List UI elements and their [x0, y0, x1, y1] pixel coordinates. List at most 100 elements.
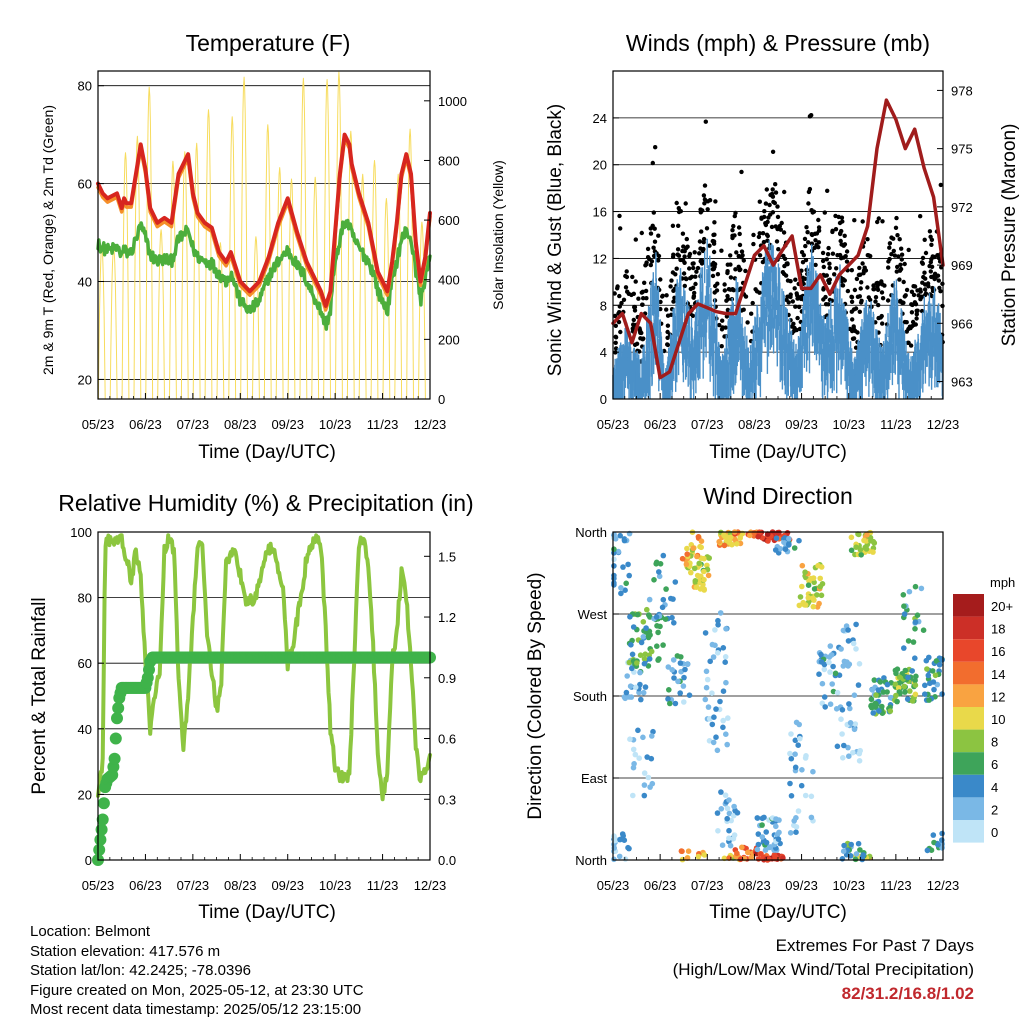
direction-point [902, 667, 909, 674]
y2-tick-label: 1000 [438, 94, 467, 109]
direction-point [669, 667, 675, 673]
gust-point [644, 296, 649, 301]
humidity-plot-area: 05/23 06/23 07/23 08/23 09/23 10/23 11/23 12/23… [70, 525, 456, 893]
gust-point [879, 313, 884, 319]
precip-point [93, 843, 106, 856]
gust-point [901, 279, 906, 285]
direction-point [724, 805, 731, 812]
winds-frame [612, 70, 944, 400]
direction-point [869, 687, 876, 693]
gust-point [630, 274, 635, 280]
y2-tick-label: 963 [951, 375, 973, 390]
gust-point [812, 231, 818, 236]
y-tick-label: 0 [85, 853, 92, 868]
direction-point [695, 853, 702, 860]
direction-point [731, 803, 737, 810]
direction-point [939, 691, 945, 697]
gust-point [770, 187, 775, 192]
y2-tick-label: 972 [951, 200, 973, 215]
direction-point [826, 659, 832, 666]
gust-point [876, 281, 881, 287]
direction-point [912, 655, 918, 661]
direction-point [876, 708, 882, 714]
gust-point [777, 223, 782, 229]
gust-point [670, 254, 676, 260]
direction-point [672, 700, 679, 707]
gust-point [701, 193, 707, 198]
direction-point [720, 717, 726, 724]
direction-point [701, 576, 707, 583]
gust-point [785, 261, 790, 266]
gust-point [820, 250, 826, 256]
direction-point [796, 602, 803, 609]
direction-point [857, 847, 863, 853]
gust-point [682, 260, 687, 265]
legend-swatch [953, 820, 984, 843]
direction-point [627, 736, 633, 742]
humidity-xlabel: Time (Day/UTC) [198, 902, 336, 923]
gust-point [757, 199, 762, 204]
direction-point [640, 689, 647, 696]
extremes-line1: Extremes For Past 7 Days [775, 936, 974, 955]
gust-point [868, 253, 873, 259]
legend-swatch [953, 661, 984, 685]
direction-point [626, 659, 633, 666]
direction-point [681, 699, 687, 705]
gust-point [785, 278, 791, 283]
direction-point [759, 815, 766, 822]
gust-point [906, 247, 911, 253]
direction-point [858, 552, 864, 558]
direction-point [698, 538, 705, 544]
gust-point [824, 273, 829, 278]
direction-point [702, 630, 709, 636]
direction-ylabel: Direction (Colored By Speed) [525, 572, 546, 819]
direction-point [810, 603, 817, 610]
direction-point [641, 660, 648, 667]
winds-xlabel: Time (Day/UTC) [709, 442, 847, 463]
gust-point [634, 341, 640, 346]
gust-point [710, 273, 716, 279]
gust-point [670, 223, 676, 228]
direction-point [700, 581, 706, 588]
gust-point [806, 189, 812, 195]
direction-point [684, 661, 691, 668]
speed-legend: mph 20+ 18 16 14 12 10 8 6 4 2 0 [953, 575, 1015, 843]
direction-point [796, 537, 802, 544]
direction-point [641, 782, 648, 788]
direction-point [723, 626, 729, 632]
direction-point [926, 697, 932, 703]
direction-point [895, 685, 902, 691]
gust-point [914, 308, 919, 313]
direction-point [706, 716, 713, 722]
direction-point [777, 546, 784, 552]
gust-point [906, 340, 911, 345]
y-tick-label: 12 [593, 251, 607, 266]
direction-point [621, 537, 628, 544]
y-tick-label: 20 [78, 787, 92, 802]
gust-point [834, 266, 839, 271]
direction-point [920, 627, 927, 633]
y2-tick-label: 600 [438, 213, 460, 228]
dewpoint-line [96, 218, 432, 331]
direction-frame [612, 531, 944, 861]
direction-point [923, 657, 930, 664]
direction-point [894, 666, 901, 672]
gust-point [712, 220, 717, 225]
x-tick-label: 10/23 [319, 878, 352, 893]
direction-point [799, 562, 806, 569]
gust-point [750, 300, 755, 306]
direction-point [792, 764, 799, 771]
direction-point [635, 727, 641, 734]
direction-point [748, 854, 754, 861]
direction-point [611, 563, 617, 569]
gust-point [623, 285, 629, 290]
gust-point [857, 309, 862, 314]
direction-point [797, 735, 803, 742]
direction-title: Wind Direction [703, 483, 853, 509]
direction-point [924, 847, 931, 854]
direction-point [611, 580, 617, 586]
gust-point [651, 245, 656, 250]
gust-point [860, 219, 865, 224]
gust-point [912, 284, 918, 289]
gust-point [899, 246, 904, 251]
